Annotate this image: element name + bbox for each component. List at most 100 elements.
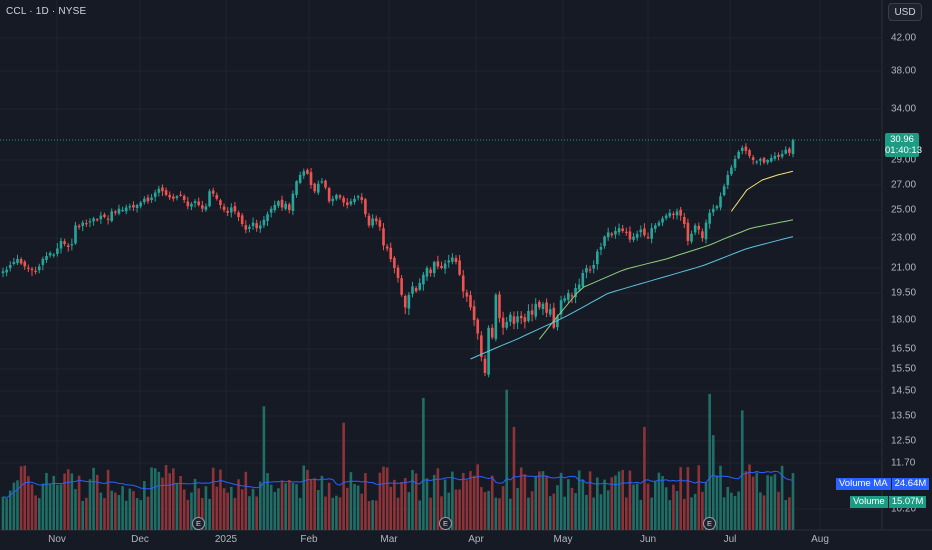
candle-body <box>233 206 237 212</box>
volume-bar <box>5 498 8 530</box>
candle-body <box>469 295 472 308</box>
candle-body <box>530 310 534 315</box>
volume-bar <box>697 465 701 530</box>
candle-body <box>23 261 27 267</box>
candle-body <box>237 212 240 217</box>
candle-body <box>574 288 577 298</box>
candle-body <box>240 215 244 224</box>
currency-button[interactable]: USD <box>888 3 922 21</box>
moving-average-line <box>470 236 794 360</box>
volume-bar <box>559 472 563 530</box>
candle-body <box>545 302 548 313</box>
candle-body <box>570 295 574 297</box>
candle-body <box>345 202 349 205</box>
candle-body <box>617 228 621 233</box>
candle-body <box>5 269 8 273</box>
volume-bar <box>628 470 632 530</box>
volume-bar <box>30 484 34 530</box>
candle-body <box>722 186 726 196</box>
volume-bar <box>262 406 266 530</box>
volume-bar <box>153 468 157 530</box>
candle-body <box>465 292 469 297</box>
candle-body <box>164 190 168 195</box>
candle-body <box>393 257 396 268</box>
volume-bar <box>777 491 780 530</box>
volume-bar <box>675 490 679 530</box>
candle-body <box>552 307 556 328</box>
volume-bar <box>378 472 382 530</box>
volume-bar <box>429 497 432 530</box>
volume-bar <box>567 479 570 530</box>
volume-bar <box>356 485 360 530</box>
volume-bar <box>791 473 795 530</box>
candle-body <box>516 316 519 323</box>
volume-bar <box>364 473 367 530</box>
volume-bar <box>302 465 306 530</box>
volume-bar <box>458 489 461 530</box>
candle-body <box>715 206 719 209</box>
volume-bar <box>719 465 722 530</box>
volume-bar <box>545 476 548 530</box>
earnings-icon[interactable]: E <box>439 517 452 530</box>
volume-bar <box>306 469 309 530</box>
volume-bar <box>759 492 762 530</box>
candle-body <box>244 225 248 230</box>
candle-body <box>686 222 690 241</box>
candle-body <box>222 206 226 210</box>
candle-body <box>759 158 762 161</box>
volume-bar <box>469 471 472 530</box>
candle-body <box>490 327 494 338</box>
candle-body <box>92 218 95 222</box>
candle-body <box>563 298 566 301</box>
candle-body <box>335 195 338 200</box>
earnings-icon[interactable]: E <box>703 517 716 530</box>
candle-body <box>534 303 538 317</box>
volume-bar <box>143 481 146 530</box>
volume-bar <box>99 492 103 530</box>
volume-bar <box>19 466 23 530</box>
candle-body <box>483 358 487 373</box>
earnings-icon[interactable]: E <box>192 517 205 530</box>
bar-countdown: 01:40:13 <box>885 145 922 156</box>
volume-bar <box>367 501 371 530</box>
volume-bar <box>8 490 12 530</box>
candle-body <box>106 218 110 220</box>
candle-body <box>643 228 646 236</box>
candle-body <box>784 149 788 154</box>
volume-bar <box>172 468 175 530</box>
volume-bar <box>389 486 393 530</box>
volume-bar <box>664 487 668 530</box>
price-tick-label: 25.00 <box>891 204 917 216</box>
candle-body <box>327 188 331 202</box>
candle-body <box>411 286 414 294</box>
volume-bar <box>277 488 280 530</box>
volume-bar <box>418 500 422 530</box>
candle-body <box>85 223 88 225</box>
candle-body <box>791 140 795 155</box>
candle-body <box>59 241 63 249</box>
candle-body <box>66 245 70 247</box>
volume-bar <box>704 481 708 530</box>
volume-bar <box>287 479 291 530</box>
volume-bar <box>345 487 349 530</box>
volume-bar <box>371 500 374 530</box>
volume-bar <box>672 484 675 530</box>
candle-body <box>143 198 146 203</box>
candle-body <box>367 215 371 226</box>
volume-bar <box>237 479 240 530</box>
candle-body <box>418 283 422 290</box>
candle-body <box>556 316 559 328</box>
candle-body <box>16 259 19 263</box>
candle-body <box>8 265 12 269</box>
volume-bar <box>411 469 414 530</box>
volume-bar <box>541 471 545 530</box>
volume-bar <box>556 485 559 530</box>
candle-body <box>146 197 150 202</box>
candle-body <box>403 295 407 308</box>
volume-bar <box>219 469 222 530</box>
candle-body <box>117 208 121 214</box>
volume-bar <box>88 479 92 530</box>
price-tick-label: 34.00 <box>891 103 917 115</box>
candle-body <box>48 253 52 256</box>
